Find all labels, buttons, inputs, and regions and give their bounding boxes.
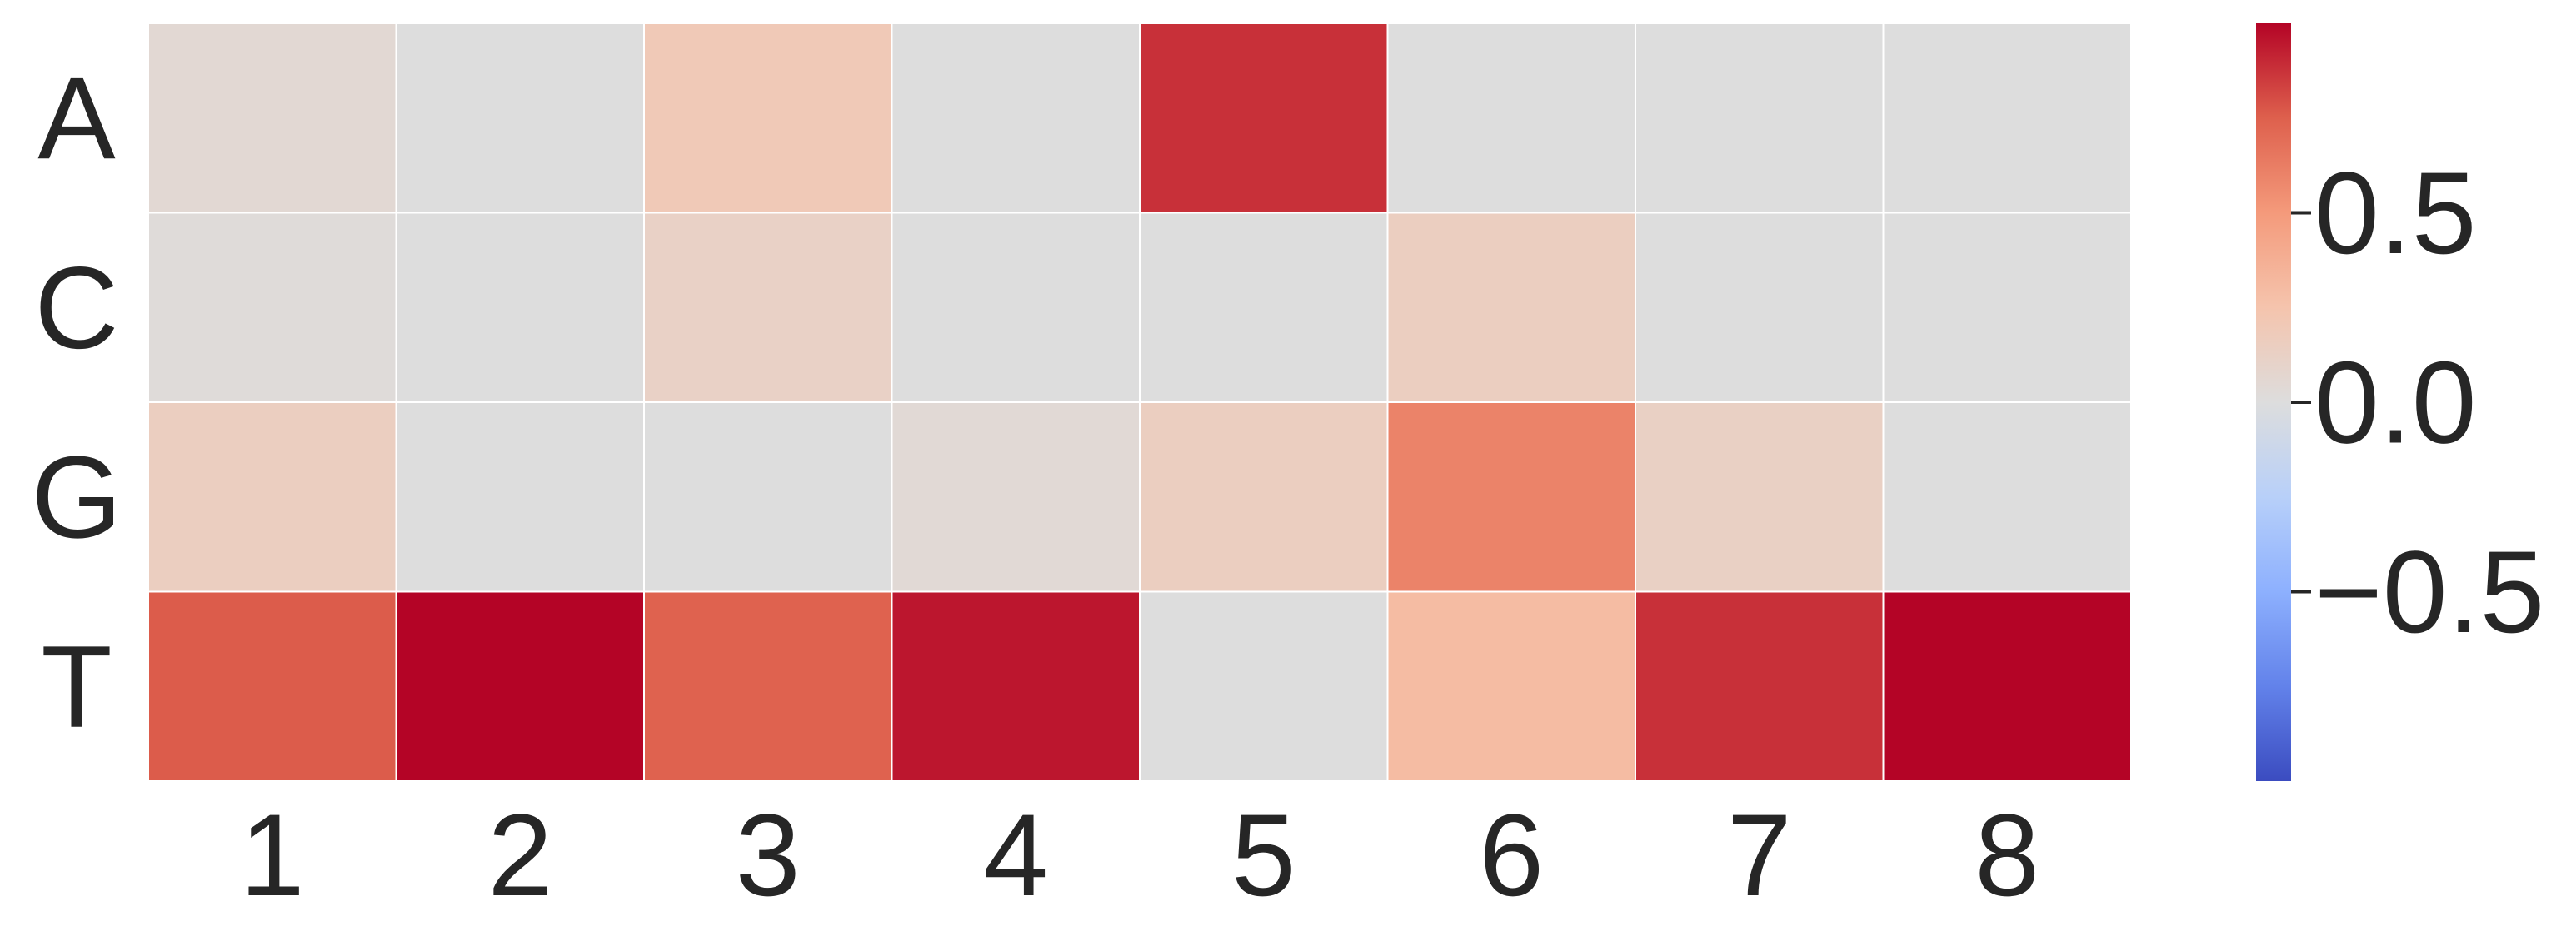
y-tick-label-T: T <box>41 621 112 752</box>
x-tick-label-8: 8 <box>1974 789 2039 920</box>
x-tick-label-2: 2 <box>487 789 552 920</box>
heatmap-cell-A-8 <box>1882 22 2132 214</box>
y-tick-label-G: G <box>32 431 122 562</box>
heatmap-cell-A-4 <box>891 22 1141 214</box>
heatmap-cell-T-1 <box>147 590 397 782</box>
heatmap-cell-T-5 <box>1139 590 1389 782</box>
heatmap-cell-G-1 <box>147 401 397 593</box>
heatmap-cell-T-8 <box>1882 590 2132 782</box>
y-tick-label-A: A <box>37 52 116 183</box>
heatmap-cell-C-6 <box>1386 212 1636 403</box>
heatmap-cell-C-3 <box>643 212 893 403</box>
heatmap-cell-T-7 <box>1635 590 1885 782</box>
x-tick-label-4: 4 <box>983 789 1048 920</box>
heatmap-cell-G-3 <box>643 401 893 593</box>
heatmap-cell-A-6 <box>1386 22 1636 214</box>
colorbar-tick-label-1: 0.0 <box>2314 337 2477 468</box>
colorbar-tick-label-0: 0.5 <box>2314 147 2477 278</box>
heatmap-cell-C-2 <box>395 212 645 403</box>
heatmap-cell-A-3 <box>643 22 893 214</box>
x-tick-label-7: 7 <box>1727 789 1792 920</box>
colorbar-gradient <box>2256 23 2291 781</box>
heatmap-cell-T-6 <box>1386 590 1636 782</box>
y-tick-label-C: C <box>34 242 118 373</box>
heatmap-cell-C-1 <box>147 212 397 403</box>
heatmap-cell-A-2 <box>395 22 645 214</box>
heatmap-cell-G-6 <box>1386 401 1636 593</box>
x-tick-label-6: 6 <box>1479 789 1544 920</box>
x-tick-label-1: 1 <box>240 789 305 920</box>
heatmap-cell-T-3 <box>643 590 893 782</box>
heatmap-cell-T-2 <box>395 590 645 782</box>
colorbar: 0.5 0.0 −0.5 <box>2256 23 2544 781</box>
heatmap-cell-C-7 <box>1635 212 1885 403</box>
heatmap-cell-T-4 <box>891 590 1141 782</box>
heatmap-cell-G-4 <box>891 401 1141 593</box>
heatmap-cells <box>147 22 2132 782</box>
x-tick-label-5: 5 <box>1231 789 1296 920</box>
heatmap-cell-A-5 <box>1139 22 1389 214</box>
heatmap-cell-G-8 <box>1882 401 2132 593</box>
heatmap-cell-C-4 <box>891 212 1141 403</box>
heatmap-cell-A-1 <box>147 22 397 214</box>
heatmap-cell-G-7 <box>1635 401 1885 593</box>
x-tick-label-3: 3 <box>736 789 801 920</box>
heatmap-cell-A-7 <box>1635 22 1885 214</box>
colorbar-tick-label-2: −0.5 <box>2314 526 2544 657</box>
heatmap-cell-G-2 <box>395 401 645 593</box>
heatmap-cell-C-8 <box>1882 212 2132 403</box>
heatmap-cell-C-5 <box>1139 212 1389 403</box>
x-tick-labels: 1 2 3 4 5 6 7 8 <box>240 789 2039 920</box>
heatmap-cell-G-5 <box>1139 401 1389 593</box>
